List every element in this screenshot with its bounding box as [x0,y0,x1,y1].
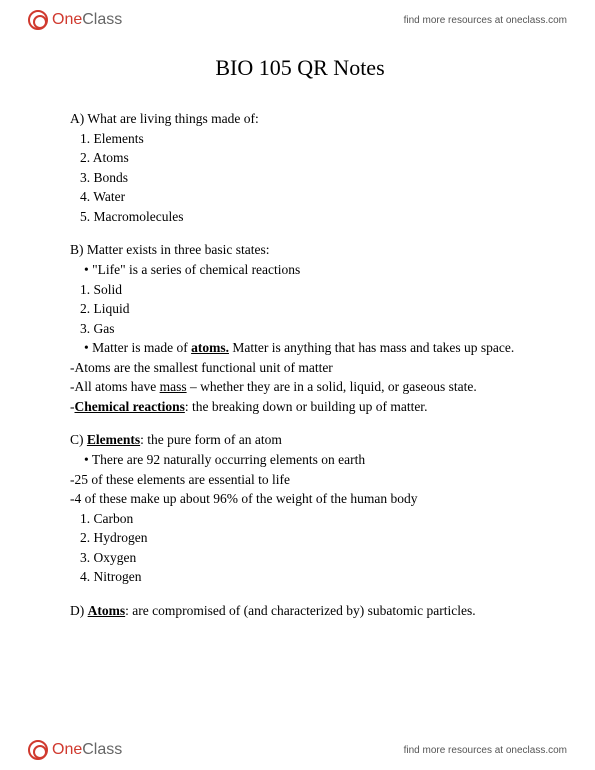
section-c: C) Elements: the pure form of an atom Th… [70,430,530,587]
logo-text-class: Class [82,11,122,29]
section-b-heading: B) Matter exists in three basic states: [70,240,530,260]
list-item: 4. Nitrogen [80,567,530,587]
list-item: 3. Gas [80,319,530,339]
section-a: A) What are living things made of: 1. El… [70,109,530,226]
note-line: -25 of these elements are essential to l… [70,470,530,490]
brand-logo: OneClass [28,10,122,30]
list-item: 2. Atoms [80,148,530,168]
logo-text-class: Class [82,741,122,759]
list-item: 5. Macromolecules [80,207,530,227]
body-text: A) What are living things made of: 1. El… [70,109,530,621]
note-line: -Atoms are the smallest functional unit … [70,358,530,378]
list-item: 4. Water [80,187,530,207]
list-item: 1. Carbon [80,509,530,529]
document-content: BIO 105 QR Notes A) What are living thin… [70,55,530,635]
section-d-heading: D) Atoms: are compromised of (and charac… [70,601,530,621]
list-item: 1. Elements [80,129,530,149]
note-line: -Chemical reactions: the breaking down o… [70,397,530,417]
resources-link-top[interactable]: find more resources at oneclass.com [404,15,567,26]
logo-text-one: One [52,741,82,759]
list-item: 2. Liquid [80,299,530,319]
list-item: 3. Oxygen [80,548,530,568]
bullet-item: Matter is made of atoms. Matter is anyth… [94,338,530,358]
resources-link-bottom[interactable]: find more resources at oneclass.com [404,745,567,756]
note-line: -All atoms have mass – whether they are … [70,377,530,397]
list-item: 2. Hydrogen [80,528,530,548]
section-d: D) Atoms: are compromised of (and charac… [70,601,530,621]
logo-icon [28,740,48,760]
logo-icon [28,10,48,30]
bullet-item: There are 92 naturally occurring element… [94,450,530,470]
page-footer: OneClass find more resources at oneclass… [0,740,595,760]
logo-text-one: One [52,11,82,29]
bullet-item: "Life" is a series of chemical reactions [94,260,530,280]
list-item: 3. Bonds [80,168,530,188]
section-a-heading: A) What are living things made of: [70,109,530,129]
section-c-heading: C) Elements: the pure form of an atom [70,430,530,450]
page-header: OneClass find more resources at oneclass… [0,10,595,30]
brand-logo-footer: OneClass [28,740,122,760]
page-title: BIO 105 QR Notes [70,55,530,81]
list-item: 1. Solid [80,280,530,300]
section-b: B) Matter exists in three basic states: … [70,240,530,416]
note-line: -4 of these make up about 96% of the wei… [70,489,530,509]
